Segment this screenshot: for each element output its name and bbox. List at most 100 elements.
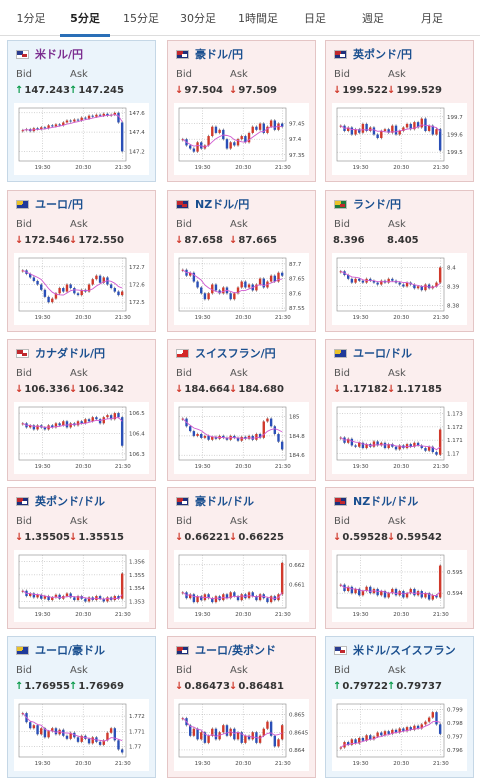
rate-card[interactable]: スイスフラン/円 Bid Ask ↓184.664 ↓184.680 19:30 20:30… bbox=[167, 339, 316, 481]
tab-15min[interactable]: 15分足 bbox=[123, 12, 159, 25]
candle-body bbox=[120, 417, 124, 446]
ask-label: Ask bbox=[70, 368, 88, 379]
pair-name[interactable]: 米ドル/スイスフラン bbox=[353, 644, 456, 657]
y-tick-label: 1.17 bbox=[447, 451, 460, 457]
pair-name[interactable]: スイスフラン/円 bbox=[195, 347, 276, 360]
candle-body bbox=[200, 732, 203, 740]
candlestick-chart[interactable]: 19:30 20:30 21:30 8.4 8.39 8.38 bbox=[332, 253, 467, 325]
y-tick-label: 97.35 bbox=[289, 153, 305, 159]
candlestick-chart[interactable]: 19:30 20:30 21:30 1.173 1.172 1.171 1.17 bbox=[332, 402, 467, 474]
pair-name[interactable]: 豪ドル/ドル bbox=[195, 495, 255, 508]
tab-1min[interactable]: 1分足 bbox=[16, 12, 46, 25]
pair-name[interactable]: NZドル/円 bbox=[195, 198, 250, 211]
candle-body bbox=[28, 593, 32, 597]
candlestick-chart[interactable]: 19:30 20:30 21:30 199.7 199.6 199.5 bbox=[332, 103, 467, 175]
candle-body bbox=[47, 596, 50, 601]
rate-card[interactable]: NZドル/ドル Bid Ask ↓0.59528 ↓0.59542 19:30 20:30 2… bbox=[325, 487, 474, 629]
candle-body bbox=[203, 293, 207, 300]
candle-body bbox=[65, 735, 69, 739]
x-tick-label: 21:30 bbox=[115, 612, 131, 618]
candle-body bbox=[21, 130, 25, 132]
rate-card[interactable]: ユーロ/英ポンド Bid Ask ↓0.86473 ↓0.86481 19:30 20:30… bbox=[167, 636, 316, 778]
rate-card[interactable]: 豪ドル/ドル Bid Ask ↓0.66221 ↓0.66225 19:30 20:30 21… bbox=[167, 487, 316, 629]
tab-weekly[interactable]: 週足 bbox=[362, 12, 384, 25]
candle-body bbox=[424, 118, 427, 131]
y-tick-label: 172.5 bbox=[129, 300, 145, 306]
candle-body bbox=[269, 418, 273, 427]
pair-name[interactable]: ユーロ/円 bbox=[35, 198, 84, 211]
pair-name[interactable]: 豪ドル/円 bbox=[195, 48, 244, 61]
candle-body bbox=[69, 284, 72, 289]
candle-body bbox=[269, 596, 273, 603]
candle-body bbox=[218, 732, 221, 740]
pair-name[interactable]: NZドル/ドル bbox=[353, 495, 419, 508]
candlestick-chart[interactable]: 19:30 20:30 21:30 0.799 0.798 0.797 0.796 bbox=[332, 699, 467, 771]
rate-card[interactable]: 英ポンド/ドル Bid Ask ↓1.35505 ↓1.35515 19:30 20:30 2… bbox=[7, 487, 156, 629]
bid-label: Bid bbox=[16, 219, 32, 230]
candlestick-chart[interactable]: 19:30 20:30 21:30 185 184.8 184.6 bbox=[174, 402, 309, 474]
candle-body bbox=[251, 435, 254, 440]
rate-card[interactable]: 英ポンド/円 Bid Ask ↓199.522 ↓199.529 19:30 20:30 21… bbox=[325, 40, 474, 182]
tab-30min[interactable]: 30分足 bbox=[180, 12, 216, 25]
rate-card[interactable]: ユーロ/豪ドル Bid Ask ↑1.76955 ↑1.76969 19:30 20:30 2… bbox=[7, 636, 156, 778]
rate-card[interactable]: 豪ドル/円 Bid Ask ↓97.504 ↓97.509 19:30 20:30 21:30… bbox=[167, 40, 316, 182]
candlestick-chart[interactable]: 19:30 20:30 21:30 1.772 1.771 1.77 bbox=[14, 699, 149, 771]
ask-label: Ask bbox=[70, 516, 88, 527]
candle-body bbox=[43, 127, 47, 129]
y-tick-label: 106.5 bbox=[129, 411, 145, 417]
uk-flag-icon bbox=[334, 50, 347, 59]
candle-body bbox=[113, 288, 117, 292]
x-tick-label: 21:30 bbox=[433, 165, 449, 171]
moving-average-line bbox=[22, 590, 123, 600]
rate-card[interactable]: ユーロ/ドル Bid Ask ↓1.17182 ↓1.17185 19:30 20:30 21… bbox=[325, 339, 474, 481]
rate-card[interactable]: ユーロ/円 Bid Ask ↓172.546 ↓172.550 19:30 20:30 21:… bbox=[7, 190, 156, 332]
moving-average-line bbox=[340, 124, 441, 133]
pair-name[interactable]: ユーロ/ドル bbox=[353, 347, 413, 360]
candle-body bbox=[354, 739, 357, 744]
candlestick-chart[interactable]: 19:30 20:30 21:30 172.7 172.6 172.5 bbox=[14, 253, 149, 325]
rate-card[interactable]: カナダドル/円 Bid Ask ↓106.336 ↓106.342 19:30 20:30 2… bbox=[7, 339, 156, 481]
candle-body bbox=[91, 279, 94, 285]
candlestick-chart[interactable]: 19:30 20:30 21:30 0.865 0.8645 0.864 bbox=[174, 699, 309, 771]
candlestick-chart[interactable]: 19:30 20:30 21:30 0.662 0.661 bbox=[174, 550, 309, 622]
pair-name[interactable]: ユーロ/英ポンド bbox=[195, 644, 277, 657]
candlestick-chart[interactable]: 19:30 20:30 21:30 106.5 106.4 106.3 bbox=[14, 402, 149, 474]
candlestick-chart[interactable]: 19:30 20:30 21:30 0.595 0.594 bbox=[332, 550, 467, 622]
candle-body bbox=[43, 289, 47, 297]
rate-card[interactable]: NZドル/円 Bid Ask ↓87.658 ↓87.665 19:30 20:30 21:3… bbox=[167, 190, 316, 332]
candle-body bbox=[54, 423, 58, 428]
pair-name[interactable]: ユーロ/豪ドル bbox=[35, 644, 106, 657]
candlestick-chart[interactable]: 19:30 20:30 21:30 97.45 97.4 97.35 bbox=[174, 103, 309, 175]
ask-price: 0.66225 bbox=[238, 532, 284, 543]
rate-card[interactable]: 米ドル/円 Bid Ask ↑147.243 ↑147.245 19:30 20:30 21:… bbox=[7, 40, 156, 182]
rate-card[interactable]: 米ドル/スイスフラン Bid Ask ↑0.79722 ↑0.79737 19:30 20:… bbox=[325, 636, 474, 778]
candle-body bbox=[427, 125, 431, 131]
candle-body bbox=[262, 123, 265, 133]
pair-name[interactable]: 英ポンド/ドル bbox=[35, 495, 106, 508]
candle-body bbox=[188, 426, 192, 432]
tab-daily[interactable]: 日足 bbox=[304, 12, 326, 25]
uk-flag-icon bbox=[16, 497, 29, 506]
candlestick-chart[interactable]: 19:30 20:30 21:30 147.6 147.4 147.2 bbox=[14, 103, 149, 175]
candle-body bbox=[192, 148, 196, 152]
bid-label: Bid bbox=[16, 665, 32, 676]
candlestick-chart[interactable]: 19:30 20:30 21:30 87.7 87.65 87.6 87.55 bbox=[174, 253, 309, 325]
candle-body bbox=[43, 427, 47, 430]
pair-name[interactable]: 米ドル/円 bbox=[35, 48, 84, 61]
candle-body bbox=[54, 124, 58, 127]
pair-name[interactable]: カナダドル/円 bbox=[35, 347, 106, 360]
candle-body bbox=[32, 593, 36, 598]
arrow-down-icon: ↓ bbox=[69, 235, 78, 246]
candle-body bbox=[376, 441, 379, 446]
pair-name[interactable]: ランド/円 bbox=[353, 198, 402, 211]
candlestick-chart[interactable]: 19:30 20:30 21:30 1.356 1.355 1.354 1.353 bbox=[14, 550, 149, 622]
x-tick-label: 20:30 bbox=[393, 315, 409, 321]
candle-body bbox=[62, 122, 65, 126]
pair-name[interactable]: 英ポンド/円 bbox=[353, 48, 413, 61]
tab-monthly[interactable]: 月足 bbox=[421, 12, 443, 25]
y-tick-label: 97.45 bbox=[289, 122, 305, 128]
tab-1hour[interactable]: 1時間足 bbox=[238, 12, 278, 25]
tab-5min[interactable]: 5分足 bbox=[60, 0, 110, 37]
y-tick-label: 87.7 bbox=[289, 262, 302, 268]
